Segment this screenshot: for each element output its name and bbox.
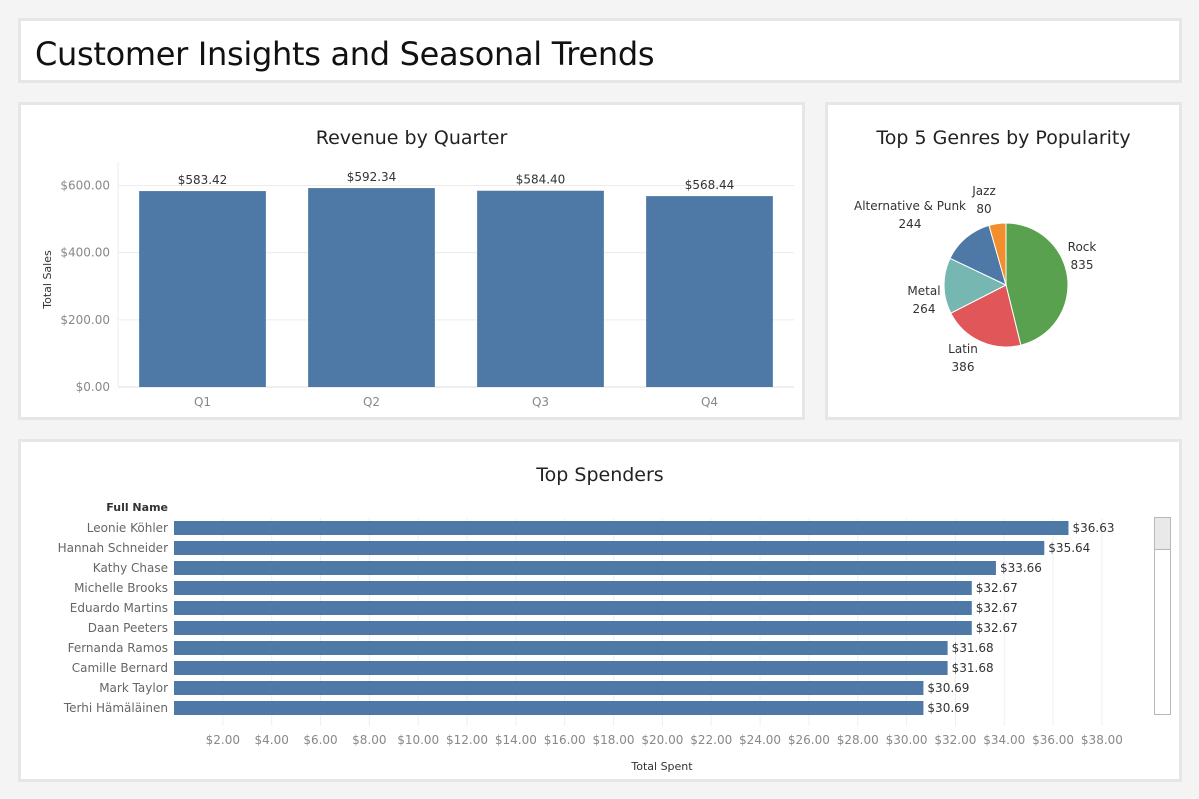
- x-axis-title: Total Spent: [630, 760, 693, 773]
- spender-bar[interactable]: [174, 541, 1045, 555]
- x-tick-label: $28.00: [837, 733, 879, 747]
- pie-slice-value: 244: [899, 217, 922, 231]
- revenue-bar[interactable]: [139, 191, 266, 387]
- spender-bar[interactable]: [174, 641, 948, 655]
- revenue-by-quarter-panel: Revenue by Quarter $0.00 $200.00 $400.00 $6…: [18, 102, 805, 420]
- bar-data-label: $30.69: [927, 681, 969, 695]
- pie-slice-value: 386: [952, 360, 975, 374]
- x-tick-label: $34.00: [983, 733, 1025, 747]
- revenue-chart-title: Revenue by Quarter: [315, 127, 508, 149]
- row-label: Terhi Hämäläinen: [63, 701, 168, 715]
- page-title: Customer Insights and Seasonal Trends: [35, 35, 655, 73]
- x-tick-label: $14.00: [495, 733, 537, 747]
- x-tick-label: $16.00: [544, 733, 586, 747]
- genre-pie-chart: Rock 835 Latin 386 Metal 264 Alternative & Pun…: [854, 184, 1097, 374]
- category-header: Full Name: [106, 501, 168, 514]
- row-label: Camille Bernard: [72, 661, 168, 675]
- spender-bar[interactable]: [174, 701, 924, 715]
- x-tick-label: $2.00: [206, 733, 240, 747]
- revenue-bar[interactable]: [646, 196, 773, 387]
- row-label: Michelle Brooks: [74, 581, 168, 595]
- y-tick-label: $0.00: [76, 380, 110, 394]
- x-tick-label: $18.00: [593, 733, 635, 747]
- bar-data-label: $31.68: [952, 661, 994, 675]
- x-tick-label: Q4: [701, 395, 718, 409]
- row-label: Fernanda Ramos: [68, 641, 168, 655]
- revenue-chart: $0.00 $200.00 $400.00 $600.00 $583.42 Q1 $592.…: [41, 162, 794, 409]
- pie-slice-value: 80: [976, 202, 991, 216]
- vertical-scrollbar[interactable]: [1154, 517, 1171, 715]
- pie-slice[interactable]: [949, 224, 1007, 286]
- x-tick-label: $8.00: [352, 733, 386, 747]
- x-tick-label: $10.00: [397, 733, 439, 747]
- x-tick-label: $20.00: [641, 733, 683, 747]
- pie-slice-label: Rock: [1068, 240, 1097, 254]
- row-label: Eduardo Martins: [70, 601, 168, 615]
- x-tick-label: $32.00: [934, 733, 976, 747]
- bar-data-label: $583.42: [178, 173, 228, 187]
- bar-data-label: $592.34: [347, 170, 397, 184]
- pie-slice[interactable]: [943, 257, 1008, 314]
- bar-data-label: $32.67: [976, 621, 1018, 635]
- genre-chart-title: Top 5 Genres by Popularity: [876, 127, 1131, 149]
- spender-bar[interactable]: [174, 661, 948, 675]
- spender-bar[interactable]: [174, 681, 924, 695]
- pie-slice-label: Alternative & Punk: [854, 199, 966, 213]
- row-label: Daan Peeters: [88, 621, 168, 635]
- bar-data-label: $30.69: [927, 701, 969, 715]
- row-label: Kathy Chase: [93, 561, 168, 575]
- spenders-chart-title: Top Spenders: [536, 464, 664, 486]
- spender-bar[interactable]: [174, 561, 996, 575]
- bar-data-label: $31.68: [952, 641, 994, 655]
- x-tick-label: Q3: [532, 395, 549, 409]
- x-tick-label: $30.00: [886, 733, 928, 747]
- x-tick-label: $24.00: [739, 733, 781, 747]
- y-axis-title: Total Sales: [41, 250, 54, 310]
- bar-data-label: $568.44: [685, 178, 735, 192]
- pie-slice-value: 835: [1071, 258, 1094, 272]
- x-tick-label: Q1: [194, 395, 211, 409]
- scrollbar-thumb[interactable]: [1155, 518, 1170, 550]
- x-tick-label: $22.00: [690, 733, 732, 747]
- title-panel: Customer Insights and Seasonal Trends: [18, 18, 1182, 83]
- pie-slice-value: 264: [913, 302, 936, 316]
- bar-data-label: $36.63: [1072, 521, 1114, 535]
- y-tick-label: $600.00: [60, 179, 110, 193]
- pie-slice[interactable]: [950, 284, 1022, 348]
- x-tick-label: $38.00: [1081, 733, 1123, 747]
- top-spenders-panel: Top Spenders $2.00 $4.00 $6.00 $8.00 $10.00 $…: [18, 439, 1182, 782]
- pie-slice-label: Jazz: [971, 184, 996, 198]
- row-label: Hannah Schneider: [58, 541, 169, 555]
- pie-slice-label: Metal: [907, 284, 940, 298]
- y-tick-label: $400.00: [60, 246, 110, 260]
- spender-bar[interactable]: [174, 521, 1069, 535]
- revenue-bar[interactable]: [477, 190, 604, 387]
- row-label: Mark Taylor: [99, 681, 168, 695]
- pie-slice[interactable]: [1005, 222, 1069, 346]
- spender-bar[interactable]: [174, 601, 972, 615]
- revenue-bar[interactable]: [308, 188, 435, 387]
- bar-data-label: $35.64: [1048, 541, 1090, 555]
- row-label: Leonie Köhler: [87, 521, 168, 535]
- bar-data-label: $584.40: [516, 173, 566, 187]
- x-tick-label: $6.00: [303, 733, 337, 747]
- x-tick-label: Q2: [363, 395, 380, 409]
- spender-bar[interactable]: [174, 581, 972, 595]
- bar-data-label: $33.66: [1000, 561, 1042, 575]
- top-genres-panel: Top 5 Genres by Popularity Rock 835 Latin 3…: [825, 102, 1182, 420]
- x-tick-label: $36.00: [1032, 733, 1074, 747]
- pie-slice-label: Latin: [948, 342, 978, 356]
- y-tick-label: $200.00: [60, 313, 110, 327]
- bar-data-label: $32.67: [976, 581, 1018, 595]
- bar-data-label: $32.67: [976, 601, 1018, 615]
- x-tick-label: $26.00: [788, 733, 830, 747]
- x-tick-label: $4.00: [254, 733, 288, 747]
- x-tick-label: $12.00: [446, 733, 488, 747]
- spender-bar[interactable]: [174, 621, 972, 635]
- spenders-chart: $2.00 $4.00 $6.00 $8.00 $10.00 $12.00 $14.00 $1…: [58, 501, 1123, 773]
- pie-slice[interactable]: [988, 222, 1007, 286]
